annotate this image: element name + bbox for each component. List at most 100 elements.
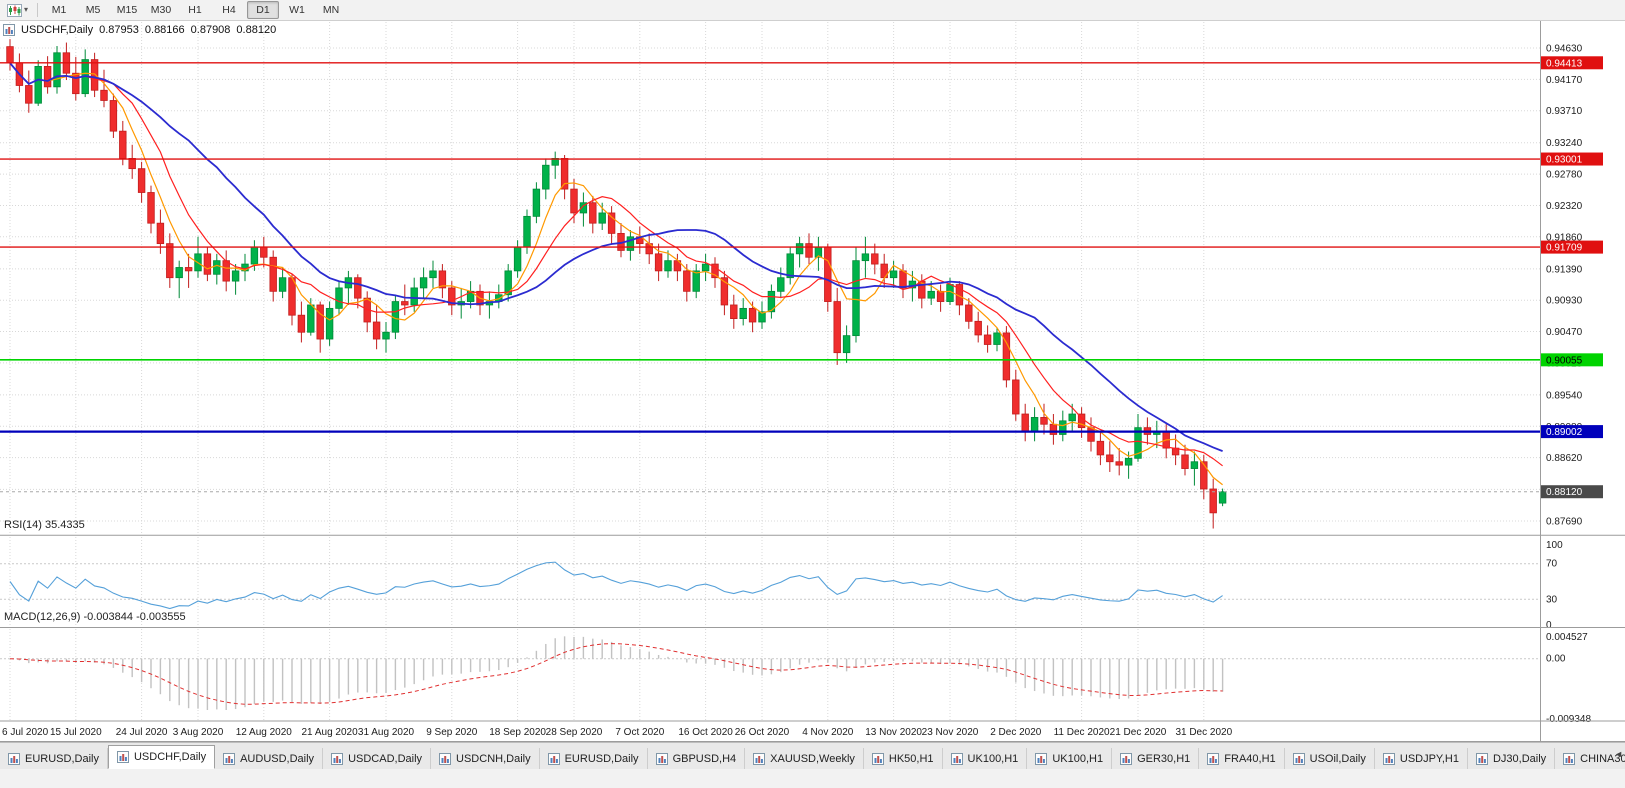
svg-text:15 Jul 2020: 15 Jul 2020 [50, 727, 102, 738]
chart-tab-icon [223, 752, 236, 765]
svg-text:0.93240: 0.93240 [1546, 138, 1583, 149]
svg-text:23 Nov 2020: 23 Nov 2020 [922, 727, 979, 738]
chart-tab-icon [1035, 752, 1048, 765]
chart-tab-HK50-H1[interactable]: HK50,H1 [863, 748, 943, 769]
candlestick-chart-icon [7, 3, 22, 17]
svg-text:31 Aug 2020: 31 Aug 2020 [358, 727, 415, 738]
svg-text:0.91390: 0.91390 [1546, 264, 1583, 275]
moving-average [9, 62, 1223, 452]
chart-tab-USDCHF-Daily[interactable]: USDCHF,Daily [107, 745, 216, 769]
chart-tab-UK100-H1[interactable]: UK100,H1 [942, 748, 1028, 769]
chart-type-button[interactable]: ▾ [3, 2, 32, 19]
svg-text:0.94630: 0.94630 [1546, 44, 1583, 55]
svg-text:0.00: 0.00 [1546, 654, 1566, 665]
svg-text:0.87690: 0.87690 [1546, 517, 1583, 528]
chart-tab-GBPUSD-H4[interactable]: GBPUSD,H4 [647, 748, 746, 769]
svg-text:0.93710: 0.93710 [1546, 106, 1583, 117]
timeframe-button-M5[interactable]: M5 [85, 4, 101, 16]
svg-text:0.91860: 0.91860 [1546, 232, 1583, 243]
svg-text:0.94413: 0.94413 [1546, 58, 1583, 69]
chart-tab-icon [8, 752, 20, 765]
svg-text:28 Sep 2020: 28 Sep 2020 [546, 727, 603, 738]
chart-tab-USDCNH-Daily[interactable]: USDCNH,Daily [431, 748, 540, 769]
chart-tab-icon [331, 752, 344, 765]
chart-tab-icon [1292, 752, 1305, 765]
svg-text:0.92780: 0.92780 [1546, 170, 1583, 181]
timeframe-button-M30[interactable]: M30 [150, 4, 172, 16]
svg-text:9 Sep 2020: 9 Sep 2020 [426, 727, 478, 738]
svg-text:24 Jul 2020: 24 Jul 2020 [116, 727, 168, 738]
chart-icon [3, 24, 15, 36]
price-level-badge [1541, 240, 1603, 254]
svg-text:0.93001: 0.93001 [1546, 155, 1583, 166]
close-value: 0.88120 [236, 24, 277, 36]
timeframe-toolbar: ▾ M1 M5 M15 M30 H1 H4 D1 W1 MN [0, 0, 1625, 21]
price-level-badge [1541, 56, 1603, 70]
chart-tab-icon [753, 752, 766, 765]
svg-text:13 Nov 2020: 13 Nov 2020 [865, 727, 922, 738]
price-level-badge [1541, 152, 1603, 166]
svg-text:21 Aug 2020: 21 Aug 2020 [302, 727, 359, 738]
chart-tab-UK100-H1[interactable]: UK100,H1 [1027, 748, 1113, 769]
macd-histogram [18, 636, 1224, 711]
tab-scroll-left-button[interactable]: ◄ [1614, 749, 1623, 759]
svg-text:0.91709: 0.91709 [1546, 243, 1583, 254]
svg-text:100: 100 [1546, 540, 1563, 551]
chart-tab-icon [1382, 752, 1395, 765]
chart-tab-FRA40-H1[interactable]: FRA40,H1 [1199, 748, 1285, 769]
chart-tab-EURUSD-Daily[interactable]: EURUSD,Daily [539, 748, 648, 769]
svg-text:3 Aug 2020: 3 Aug 2020 [173, 727, 224, 738]
macd-label: MACD(12,26,9) -0.003844 -0.003555 [4, 611, 186, 623]
chart-tab-icon [655, 752, 668, 765]
timeframe-button-W1[interactable]: W1 [289, 4, 305, 16]
chart-tab-USOil-Daily[interactable]: USOil,Daily [1284, 748, 1375, 769]
toolbar-separator [37, 3, 39, 17]
chart-tabs: EURUSD,Daily USDCHF,Daily AUDUSD,Daily USDC… [0, 743, 1625, 769]
chart-canvas[interactable]: 6 Jul 2020 15 Jul 2020 24 Jul 2020 3 Aug 20… [0, 0, 1625, 742]
svg-text:0.89002: 0.89002 [1546, 427, 1583, 438]
chart-tab-icon [1120, 752, 1133, 765]
status-bar [0, 768, 1625, 788]
timeframe-button-H1[interactable]: H1 [188, 4, 202, 16]
svg-text:31 Dec 2020: 31 Dec 2020 [1175, 727, 1232, 738]
chart-tab-DJ30-Daily[interactable]: DJ30,Daily [1467, 748, 1556, 769]
chart-tab-EURUSD-Daily[interactable]: EURUSD,Daily [0, 748, 108, 769]
price-level-badge [1541, 485, 1603, 499]
timeframe-button-D1[interactable]: D1 [247, 1, 280, 19]
macd-signal-line [9, 643, 1223, 705]
svg-text:0.90055: 0.90055 [1546, 355, 1583, 366]
timeframe-buttons: M1 M5 M15 M30 H1 H4 D1 W1 MN [43, 1, 347, 19]
chart-tab-icon [950, 752, 963, 765]
chart-tab-XAUUSD-Weekly[interactable]: XAUUSD,Weekly [745, 748, 864, 769]
svg-text:0.88620: 0.88620 [1546, 453, 1583, 464]
chart-tab-icon [439, 752, 452, 765]
rsi-label: RSI(14) 35.4335 [4, 519, 85, 531]
chart-tab-icon [1207, 752, 1220, 765]
svg-text:4 Nov 2020: 4 Nov 2020 [802, 727, 854, 738]
svg-text:0.004527: 0.004527 [1546, 632, 1588, 643]
chart-tab-USDCAD-Daily[interactable]: USDCAD,Daily [323, 748, 432, 769]
svg-text:26 Oct 2020: 26 Oct 2020 [735, 727, 790, 738]
svg-text:0.90470: 0.90470 [1546, 327, 1583, 338]
chevron-down-icon: ▾ [24, 5, 29, 14]
chart-tab-GER30-H1[interactable]: GER30,H1 [1112, 748, 1200, 769]
timeframe-button-M1[interactable]: M1 [51, 4, 67, 16]
svg-text:21 Dec 2020: 21 Dec 2020 [1110, 727, 1167, 738]
svg-text:30: 30 [1546, 594, 1558, 605]
svg-text:2 Dec 2020: 2 Dec 2020 [990, 727, 1042, 738]
svg-text:0.88120: 0.88120 [1546, 487, 1583, 498]
svg-text:6 Jul 2020: 6 Jul 2020 [2, 727, 49, 738]
chart-tab-icon [1563, 752, 1576, 765]
chart-tab-USDJPY-H1[interactable]: USDJPY,H1 [1374, 748, 1468, 769]
svg-text:16 Oct 2020: 16 Oct 2020 [678, 727, 733, 738]
open-value: 0.87953 [99, 24, 139, 36]
chart-tab-AUDUSD-Daily[interactable]: AUDUSD,Daily [215, 748, 324, 769]
timeframe-button-MN[interactable]: MN [322, 4, 340, 16]
chart-tab-icon [116, 751, 129, 763]
chart-tab-CHINA300-H1[interactable]: CHINA300,H1 [1555, 748, 1625, 769]
timeframe-button-M15[interactable]: M15 [116, 4, 138, 16]
symbol-period-label: USDCHF,Daily [21, 24, 94, 36]
timeframe-button-H4[interactable]: H4 [222, 4, 236, 16]
svg-text:18 Sep 2020: 18 Sep 2020 [489, 727, 546, 738]
